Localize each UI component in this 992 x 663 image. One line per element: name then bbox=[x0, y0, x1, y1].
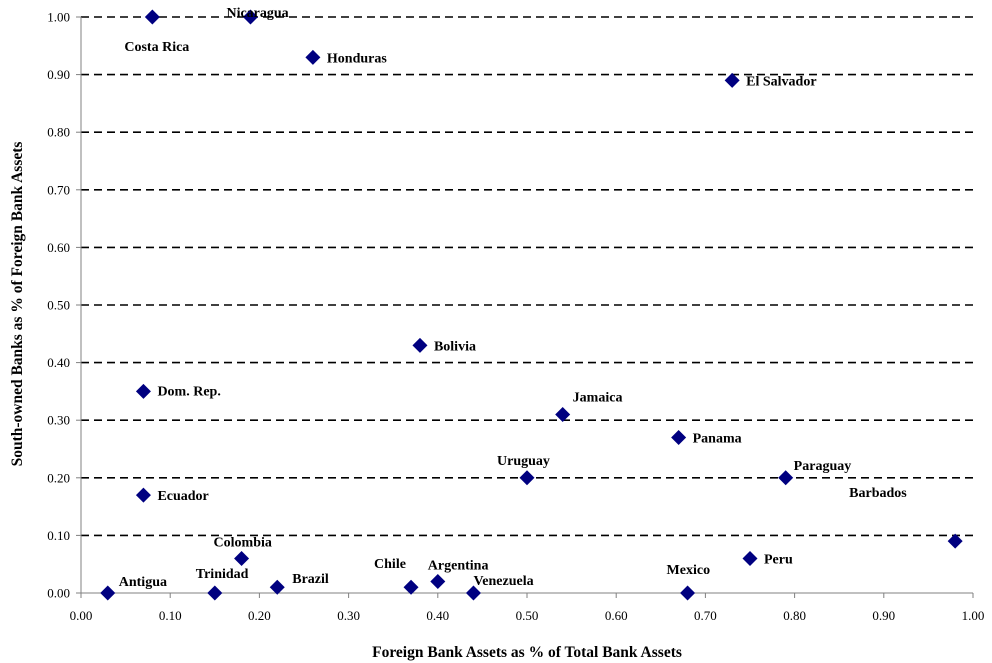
point-label: Mexico bbox=[667, 563, 711, 578]
point-label: Brazil bbox=[292, 572, 329, 587]
data-point-argentina bbox=[430, 573, 446, 589]
x-tick-label: 0.70 bbox=[694, 608, 717, 623]
x-tick-label: 0.00 bbox=[70, 608, 93, 623]
point-label: Costa Rica bbox=[124, 40, 189, 55]
data-point-dom-rep- bbox=[135, 383, 151, 399]
x-tick-label: 0.10 bbox=[159, 608, 182, 623]
data-point-costa-rica bbox=[144, 9, 160, 25]
point-label: Peru bbox=[764, 552, 793, 567]
data-point-nicaragua bbox=[242, 9, 258, 25]
x-tick-labels: 0.00 0.10 0.20 0.30 0.40 0.50 0.60 0.70 0.80 0.90… bbox=[70, 608, 985, 623]
y-tick-label: 0.80 bbox=[47, 125, 70, 140]
x-tick-label: 0.90 bbox=[872, 608, 895, 623]
y-axis-title: South-owned Banks as % of Foreign Bank A… bbox=[9, 142, 26, 467]
y-tick-label: 0.20 bbox=[47, 470, 70, 485]
point-label: Venezuela bbox=[473, 574, 533, 589]
x-tick-label: 0.80 bbox=[783, 608, 806, 623]
data-point-ecuador bbox=[135, 487, 151, 503]
point-label: Uruguay bbox=[497, 454, 550, 469]
data-point-trinidad bbox=[207, 585, 223, 601]
x-tick-label: 0.30 bbox=[337, 608, 360, 623]
y-tick-label: 0.60 bbox=[47, 240, 70, 255]
point-labels: Costa Rica Nicaragua Honduras El Salvador Bo… bbox=[119, 6, 908, 590]
point-label: Bolivia bbox=[434, 339, 476, 354]
point-label: Paraguay bbox=[794, 459, 852, 474]
y-tick-label: 0.70 bbox=[47, 182, 70, 197]
axes bbox=[76, 16, 974, 598]
data-point-venezuela bbox=[465, 585, 481, 601]
y-tick-labels: 0.00 0.10 0.20 0.30 0.40 0.50 0.60 0.70 0.80 0.90… bbox=[47, 10, 70, 601]
point-label: Trinidad bbox=[196, 567, 249, 582]
y-tick-label: 0.50 bbox=[47, 298, 70, 313]
data-point-mexico bbox=[680, 585, 696, 601]
point-label: Dom. Rep. bbox=[157, 384, 220, 399]
x-tick-label: 0.50 bbox=[516, 608, 539, 623]
y-tick-label: 0.10 bbox=[47, 528, 70, 543]
y-tick-label: 0.00 bbox=[47, 586, 70, 601]
data-point-bolivia bbox=[412, 337, 428, 353]
point-label: Argentina bbox=[428, 558, 489, 573]
data-point-paraguay bbox=[778, 470, 794, 486]
x-tick-label: 0.60 bbox=[605, 608, 628, 623]
data-point-antigua bbox=[100, 585, 116, 601]
point-label: Jamaica bbox=[573, 390, 623, 405]
data-point-uruguay bbox=[519, 470, 535, 486]
gridlines bbox=[81, 16, 973, 537]
x-tick-label: 0.40 bbox=[426, 608, 449, 623]
y-tick-label: 0.30 bbox=[47, 413, 70, 428]
point-label: Colombia bbox=[214, 535, 272, 550]
point-label: Chile bbox=[374, 557, 406, 572]
data-point-honduras bbox=[305, 49, 321, 65]
y-tick-label: 0.40 bbox=[47, 355, 70, 370]
x-tick-label: 1.00 bbox=[962, 608, 985, 623]
data-point-brazil bbox=[269, 579, 285, 595]
data-point-jamaica bbox=[555, 406, 571, 422]
data-point-panama bbox=[671, 429, 687, 445]
point-label: Barbados bbox=[849, 486, 907, 501]
point-label: Honduras bbox=[327, 51, 387, 66]
point-label: Nicaragua bbox=[226, 6, 288, 21]
data-point-el-salvador bbox=[724, 72, 740, 88]
point-label: Ecuador bbox=[157, 489, 208, 504]
data-points bbox=[100, 9, 963, 601]
y-tick-label: 1.00 bbox=[47, 10, 70, 25]
point-label: Antigua bbox=[119, 575, 167, 590]
data-point-chile bbox=[403, 579, 419, 595]
data-point-barbados bbox=[947, 533, 963, 549]
y-tick-label: 0.90 bbox=[47, 67, 70, 82]
point-label: El Salvador bbox=[746, 74, 816, 89]
point-label: Panama bbox=[693, 431, 742, 446]
x-tick-label: 0.20 bbox=[248, 608, 271, 623]
x-axis-title: Foreign Bank Assets as % of Total Bank A… bbox=[372, 644, 682, 661]
data-point-peru bbox=[742, 550, 758, 566]
data-point-colombia bbox=[234, 550, 250, 566]
